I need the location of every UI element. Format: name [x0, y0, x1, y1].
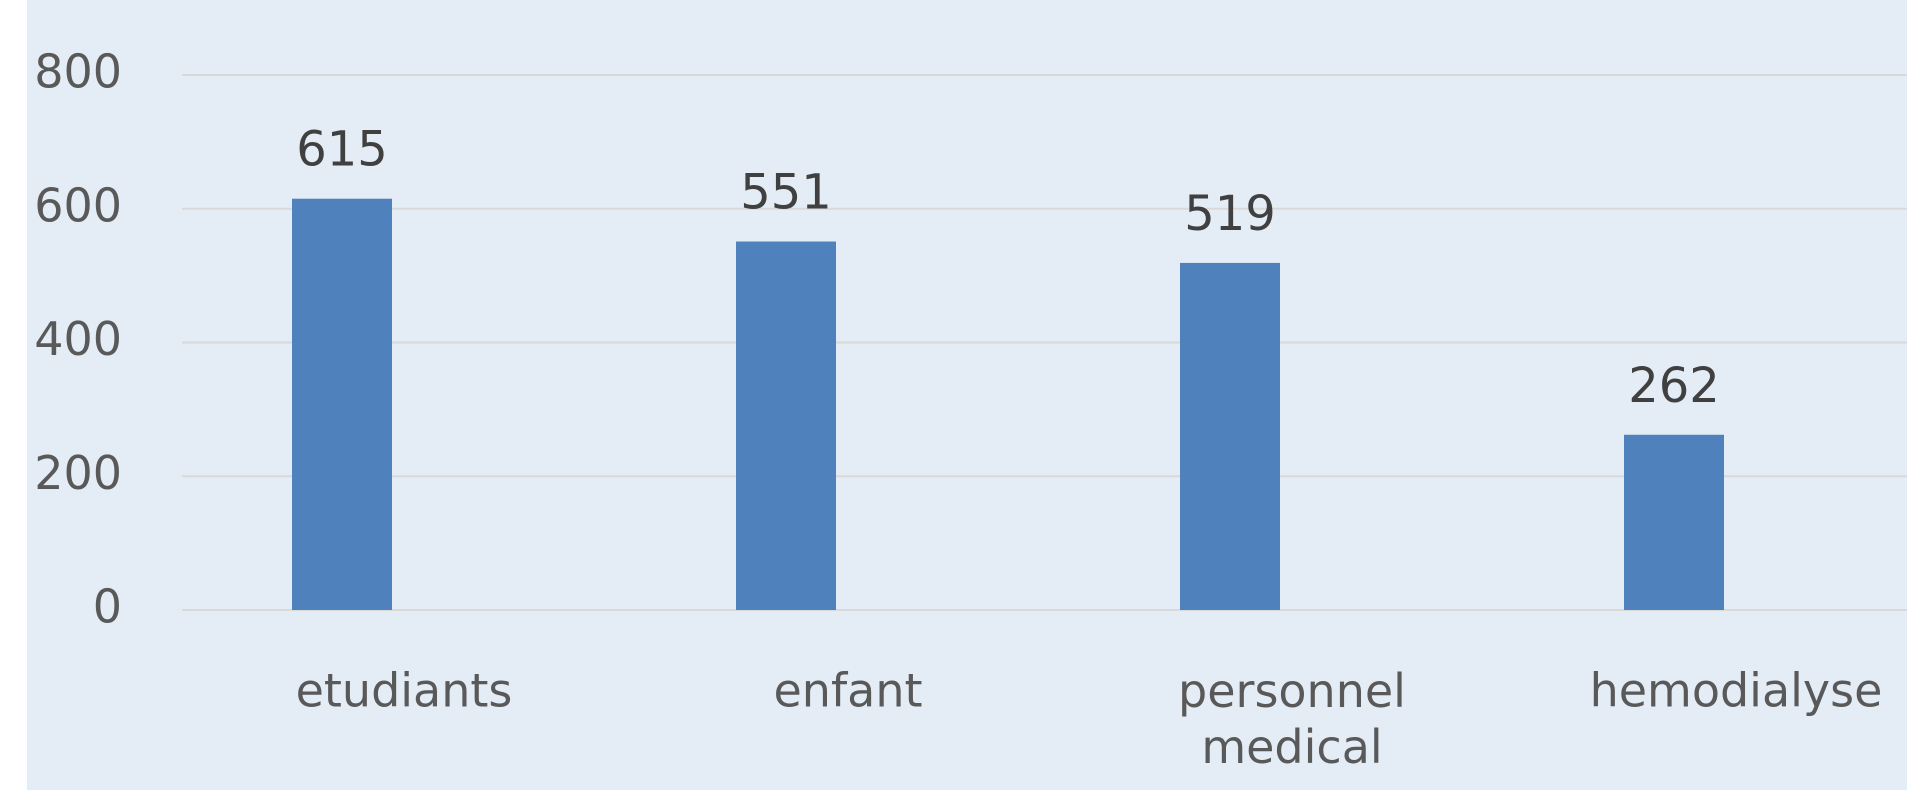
- y-tick-label: 200: [34, 446, 122, 500]
- data-label: 519: [1184, 186, 1276, 242]
- bar: [1180, 262, 1280, 610]
- y-tick-label: 400: [34, 312, 122, 366]
- data-label: 551: [740, 165, 832, 221]
- bar: [736, 241, 836, 611]
- x-tick-label: etudiants: [296, 664, 513, 718]
- x-tick-label: hemodialyse: [1590, 664, 1883, 718]
- bar: [292, 198, 392, 610]
- bar: [1624, 434, 1724, 610]
- x-tick-label: personnel medical: [1178, 664, 1406, 774]
- data-label: 262: [1628, 358, 1720, 414]
- y-tick-label: 600: [34, 178, 122, 232]
- x-tick-label: enfant: [773, 664, 922, 718]
- y-tick-label: 0: [93, 580, 122, 634]
- data-label: 615: [296, 122, 388, 178]
- y-tick-label: 800: [34, 45, 122, 99]
